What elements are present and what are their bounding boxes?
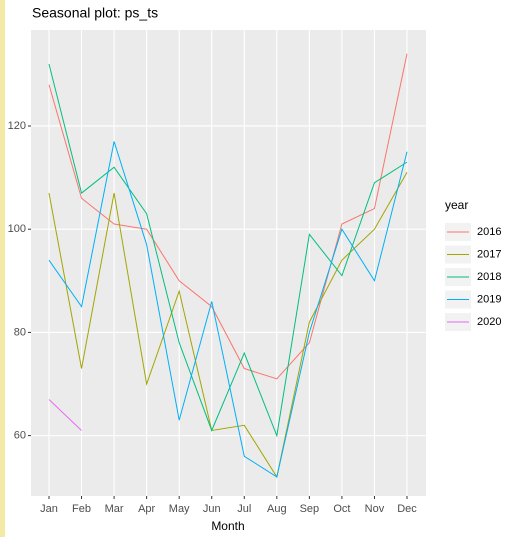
window-edge	[0, 0, 5, 537]
x-tick-label: Oct	[333, 503, 350, 515]
series-line	[48, 399, 82, 431]
x-tick-label: Sep	[300, 503, 320, 515]
series-line	[48, 141, 408, 478]
y-tick-label: 120	[8, 120, 26, 132]
x-tick-label: Jul	[237, 503, 251, 515]
y-tick-label: 60	[14, 430, 26, 442]
x-tick-label: Nov	[365, 503, 385, 515]
x-tick-label: Mar	[105, 503, 124, 515]
legend-label: 2017	[477, 248, 501, 260]
x-tick-label: Dec	[397, 503, 417, 515]
y-tick-label: 80	[14, 326, 26, 338]
legend-label: 2020	[477, 316, 501, 328]
legend-label: 2018	[477, 271, 501, 283]
series-line	[48, 172, 408, 479]
x-axis-title: Month	[211, 519, 244, 533]
y-tick-label: 100	[8, 223, 26, 235]
x-tick-label: Jan	[40, 503, 58, 515]
x-tick-label: May	[169, 503, 190, 515]
x-tick-label: Aug	[267, 503, 287, 515]
legend-title: year	[445, 198, 468, 212]
x-tick-label: Apr	[138, 503, 155, 515]
legend-label: 2019	[477, 293, 501, 305]
chart-title: Seasonal plot: ps_ts	[32, 5, 158, 21]
panel	[31, 30, 426, 496]
legend-label: 2016	[477, 226, 501, 238]
x-tick-label: Feb	[72, 503, 91, 515]
x-tick-label: Jun	[203, 503, 221, 515]
